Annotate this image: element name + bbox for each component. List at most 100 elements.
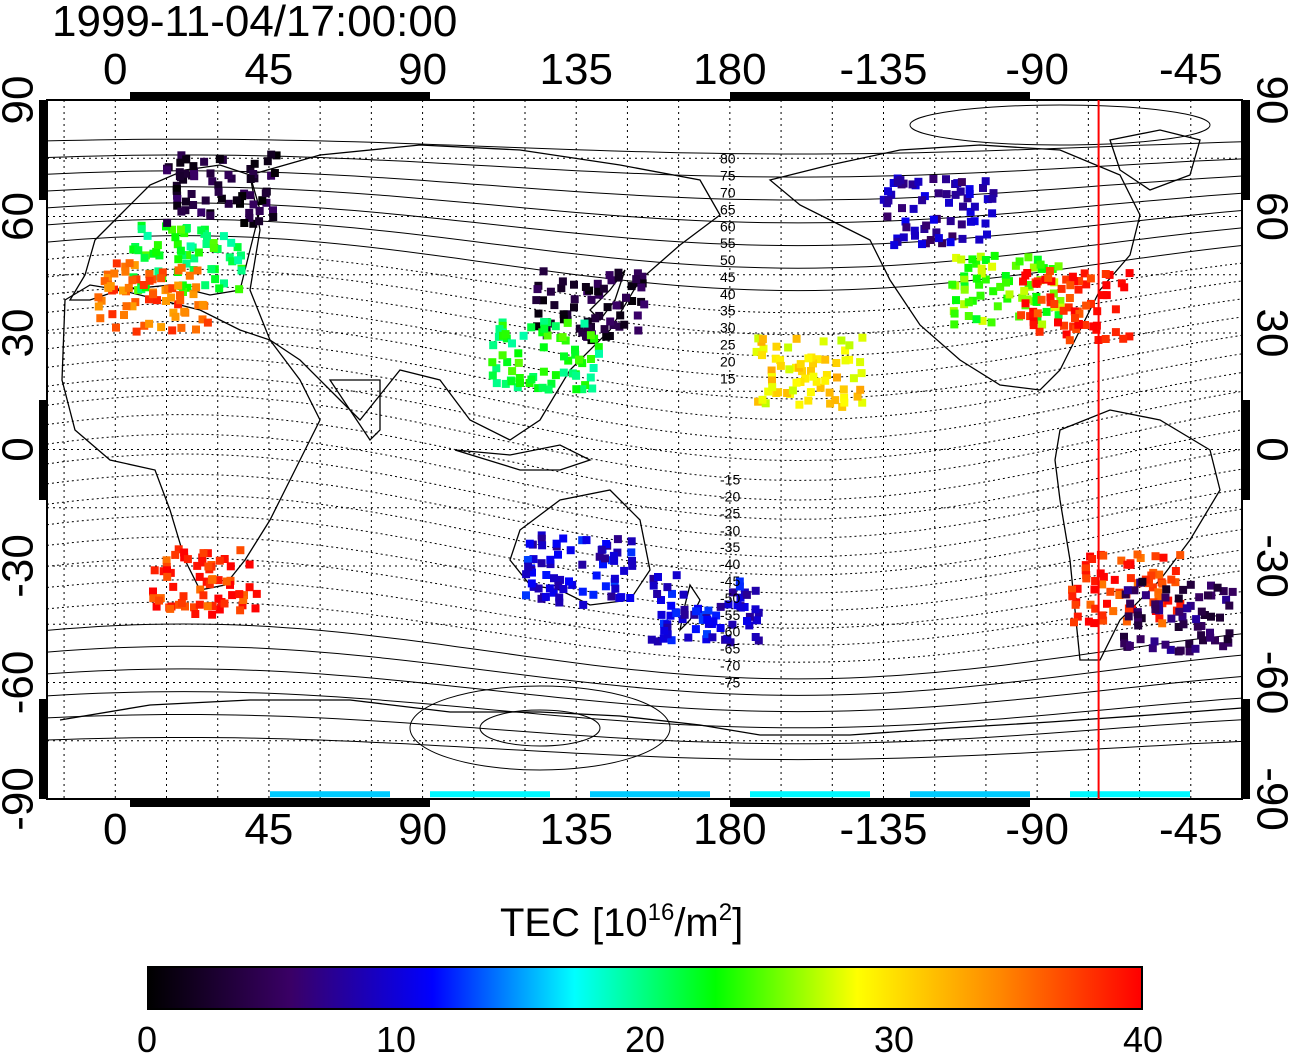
- tec-cell: [858, 369, 866, 377]
- tec-cell: [570, 281, 578, 289]
- tec-cell: [171, 551, 179, 559]
- tec-cell: [112, 324, 120, 332]
- tec-cell: [211, 275, 219, 283]
- tec-cell: [660, 627, 668, 635]
- tec-cell: [133, 328, 141, 336]
- lat-tick-label: -90: [1248, 767, 1292, 831]
- tec-cell: [684, 634, 692, 642]
- tec-cell: [935, 234, 943, 242]
- tec-cell: [145, 320, 153, 328]
- tec-cell: [197, 208, 205, 216]
- tec-cell: [971, 203, 979, 211]
- tec-cell: [1111, 576, 1119, 584]
- tec-cell: [192, 283, 200, 291]
- tec-cell: [935, 189, 943, 197]
- tec-cell: [1034, 309, 1042, 317]
- tec-cell: [588, 296, 596, 304]
- colorbar-unit-mid: /m: [674, 901, 718, 945]
- tec-cell: [821, 377, 829, 385]
- tec-cell: [240, 219, 248, 227]
- tec-cell: [658, 611, 666, 619]
- tec-cell: [1180, 620, 1188, 628]
- tec-cell: [210, 244, 218, 252]
- tec-cell: [552, 322, 560, 330]
- tec-cell: [634, 312, 642, 320]
- tec-cell: [950, 320, 958, 328]
- tec-cell: [1177, 647, 1185, 655]
- tec-cell: [1102, 335, 1110, 343]
- tec-cell: [554, 551, 562, 559]
- tec-cell: [236, 546, 244, 554]
- tec-cell: [201, 281, 209, 289]
- tec-cell: [1043, 308, 1051, 316]
- tec-cell: [189, 162, 197, 170]
- lon-tick-label: 180: [693, 805, 766, 854]
- tec-cell: [570, 303, 578, 311]
- tec-cell: [964, 264, 972, 272]
- lat-tick-label: -60: [1248, 651, 1292, 715]
- tec-cell: [227, 239, 235, 247]
- colorbar-unit-base: [10: [592, 901, 648, 945]
- lat-tick-label: 90: [1248, 76, 1292, 125]
- tec-cell: [202, 197, 210, 205]
- tec-cell: [914, 178, 922, 186]
- tec-cell: [820, 337, 828, 345]
- tec-cell: [1002, 279, 1010, 287]
- tec-cell: [1072, 601, 1080, 609]
- tec-cell: [668, 590, 676, 598]
- timestamp: 1999-11-04/17:00:00: [52, 0, 457, 46]
- tec-cell: [550, 574, 558, 582]
- lat-tick-label: -30: [0, 534, 43, 598]
- tec-cell: [947, 238, 955, 246]
- tec-cell: [269, 213, 277, 221]
- tec-cell: [961, 286, 969, 294]
- tec-cell: [1176, 551, 1184, 559]
- tec-cell: [1123, 561, 1131, 569]
- tec-cell: [557, 284, 565, 292]
- tec-cell: [602, 333, 610, 341]
- tec-cell: [606, 318, 614, 326]
- tec-cell: [1109, 607, 1117, 615]
- tec-cell: [1090, 619, 1098, 627]
- tec-cell: [613, 301, 621, 309]
- colorbar-unit-exp: 16: [648, 899, 675, 926]
- colorbar-title: TEC[1016/m2]: [500, 900, 743, 946]
- tec-cell: [789, 386, 797, 394]
- tec-cell: [572, 385, 580, 393]
- mag-lat-label: 65: [720, 201, 736, 217]
- tec-cell: [947, 217, 955, 225]
- tec-cell: [430, 791, 550, 797]
- tec-cell: [587, 331, 595, 339]
- tec-cell: [1126, 642, 1134, 650]
- tec-cell: [1066, 294, 1074, 302]
- tec-cell: [1099, 611, 1107, 619]
- tec-cell: [982, 220, 990, 228]
- lon-tick-label: -45: [1159, 805, 1223, 854]
- tec-cell: [1204, 591, 1212, 599]
- tec-cell: [654, 573, 662, 581]
- tec-cell: [216, 557, 224, 565]
- mag-lat-label: 45: [720, 269, 736, 285]
- tec-cell: [166, 605, 174, 613]
- tec-cell: [522, 570, 530, 578]
- tec-cell: [1038, 321, 1046, 329]
- colorbar-unit-end: ]: [732, 901, 743, 945]
- tec-cell: [128, 276, 136, 284]
- tec-cell: [793, 379, 801, 387]
- tec-cell: [528, 579, 536, 587]
- lon-tick-label: 45: [244, 805, 293, 854]
- tec-cell: [680, 591, 688, 599]
- tec-cell: [157, 323, 165, 331]
- tec-cell: [238, 267, 246, 275]
- tec-cell: [966, 190, 974, 198]
- tec-cell: [611, 585, 619, 593]
- mag-lat-label: -50: [720, 590, 740, 606]
- tec-cell: [959, 203, 967, 211]
- tec-cell: [681, 611, 689, 619]
- tec-cell: [1183, 604, 1191, 612]
- tec-cell: [785, 365, 793, 373]
- tec-cell: [856, 386, 864, 394]
- tec-cell: [673, 571, 681, 579]
- lon-tick-label: -90: [1005, 45, 1069, 94]
